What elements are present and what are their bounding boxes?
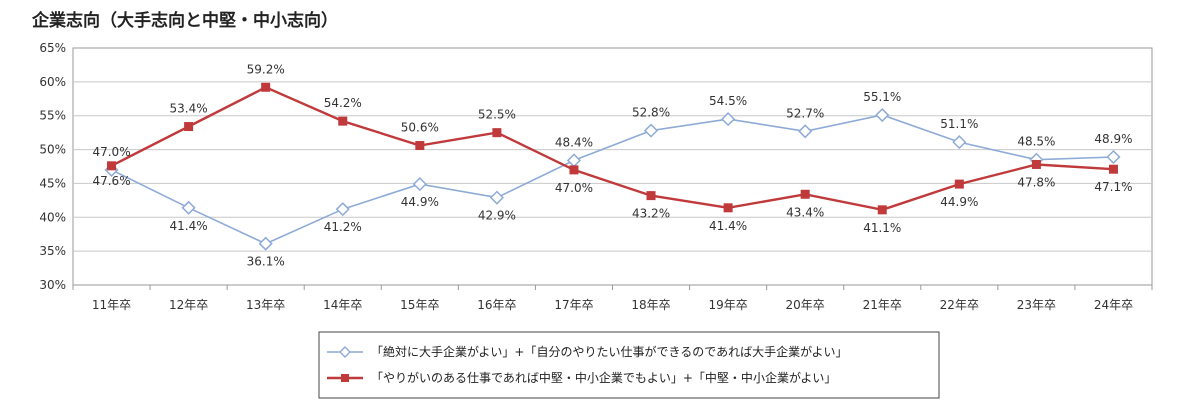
data-label-sme: 59.2%: [247, 62, 285, 76]
data-label-large-firm: 55.1%: [863, 90, 901, 104]
data-point-sme: [878, 205, 887, 214]
data-point-large-firm: [414, 178, 426, 190]
x-tick-label: 22年卒: [940, 298, 979, 312]
data-point-sme: [107, 161, 116, 170]
legend-label-2: 「やりがいのある仕事であれば中堅・中小企業でもよい」+「中堅・中小企業がよい」: [371, 370, 836, 385]
data-label-sme: 41.1%: [863, 221, 901, 235]
x-tick-label: 13年卒: [246, 298, 285, 312]
x-tick-label: 12年卒: [169, 298, 208, 312]
data-label-sme: 41.4%: [709, 219, 747, 233]
y-tick-label: 30%: [39, 278, 66, 292]
data-point-large-firm: [953, 136, 965, 148]
line-chart: 30% 35% 40% 45% 50% 55% 60% 65% 11年卒 12年卒 13年卒 14年卒…: [0, 0, 1200, 410]
x-tick-label: 14年卒: [323, 298, 362, 312]
data-label-sme: 50.6%: [401, 121, 439, 135]
y-tick-label: 60%: [39, 75, 66, 89]
data-label-large-firm: 47.0%: [92, 145, 130, 159]
y-tick-label: 65%: [39, 41, 66, 55]
y-tick-label: 50%: [39, 143, 66, 157]
data-point-large-firm: [568, 154, 580, 166]
data-label-large-firm: 41.2%: [324, 220, 362, 234]
x-tick-label: 15年卒: [400, 298, 439, 312]
data-point-sme: [724, 203, 733, 212]
data-point-sme: [338, 117, 347, 126]
data-label-sme: 43.4%: [786, 205, 824, 219]
data-point-large-firm: [491, 192, 503, 204]
data-label-sme: 47.0%: [555, 181, 593, 195]
x-tick-label: 23年卒: [1017, 298, 1056, 312]
data-point-large-firm: [876, 109, 888, 121]
data-point-sme: [955, 180, 964, 189]
series-line-1: [112, 115, 1114, 244]
data-label-large-firm: 48.5%: [1017, 135, 1055, 149]
data-label-sme: 47.8%: [1017, 175, 1055, 189]
data-label-sme: 43.2%: [632, 207, 670, 221]
legend-marker-square-icon: [341, 374, 349, 382]
data-label-sme: 53.4%: [170, 102, 208, 116]
x-tick-label: 11年卒: [92, 298, 131, 312]
y-tick-label: 45%: [39, 176, 66, 190]
data-label-large-firm: 52.8%: [632, 106, 670, 120]
series-line-2: [112, 87, 1114, 210]
data-label-sme: 52.5%: [478, 108, 516, 122]
data-point-sme: [647, 191, 656, 200]
data-point-large-firm: [799, 125, 811, 137]
x-tick-label: 16年卒: [477, 298, 516, 312]
data-point-large-firm: [183, 202, 195, 214]
data-point-large-firm: [260, 238, 272, 250]
data-point-sme: [184, 122, 193, 131]
data-label-large-firm: 48.9%: [1094, 132, 1132, 146]
data-label-large-firm: 41.4%: [170, 219, 208, 233]
data-point-sme: [801, 190, 810, 199]
data-label-large-firm: 54.5%: [709, 94, 747, 108]
plot-area: [73, 48, 1152, 285]
data-point-large-firm: [645, 125, 657, 137]
x-tick-label: 21年卒: [863, 298, 902, 312]
data-label-large-firm: 48.4%: [555, 135, 593, 149]
x-tick-label: 18年卒: [631, 298, 670, 312]
data-label-sme: 47.1%: [1094, 180, 1132, 194]
data-label-large-firm: 42.9%: [478, 209, 516, 223]
data-point-sme: [492, 128, 501, 137]
data-label-large-firm: 36.1%: [247, 255, 285, 269]
data-point-sme: [1032, 160, 1041, 169]
x-tick-label: 17年卒: [554, 298, 593, 312]
data-point-sme: [415, 141, 424, 150]
data-point-large-firm: [1107, 151, 1119, 163]
data-label-large-firm: 51.1%: [940, 117, 978, 131]
data-point-sme: [569, 165, 578, 174]
y-tick-label: 40%: [39, 210, 66, 224]
x-tick-label: 19年卒: [708, 298, 747, 312]
data-label-sme: 47.6%: [92, 174, 130, 188]
chart-root: 企業志向（大手志向と中堅・中小志向） 30% 35% 40% 45% 50% 55% 60%…: [0, 0, 1200, 410]
y-tick-label: 55%: [39, 109, 66, 123]
data-point-large-firm: [337, 203, 349, 215]
data-point-large-firm: [722, 113, 734, 125]
data-label-large-firm: 44.9%: [401, 195, 439, 209]
data-point-sme: [261, 83, 270, 92]
x-tick-label: 24年卒: [1094, 298, 1133, 312]
data-label-sme: 44.9%: [940, 195, 978, 209]
data-label-sme: 54.2%: [324, 96, 362, 110]
legend: [319, 332, 939, 398]
y-tick-label: 35%: [39, 244, 66, 258]
x-tick-label: 20年卒: [786, 298, 825, 312]
data-label-large-firm: 52.7%: [786, 106, 824, 120]
data-point-sme: [1109, 165, 1118, 174]
legend-label-1: 「絶対に大手企業がよい」+「自分のやりたい仕事ができるのであれば大手企業がよい」: [371, 344, 848, 359]
